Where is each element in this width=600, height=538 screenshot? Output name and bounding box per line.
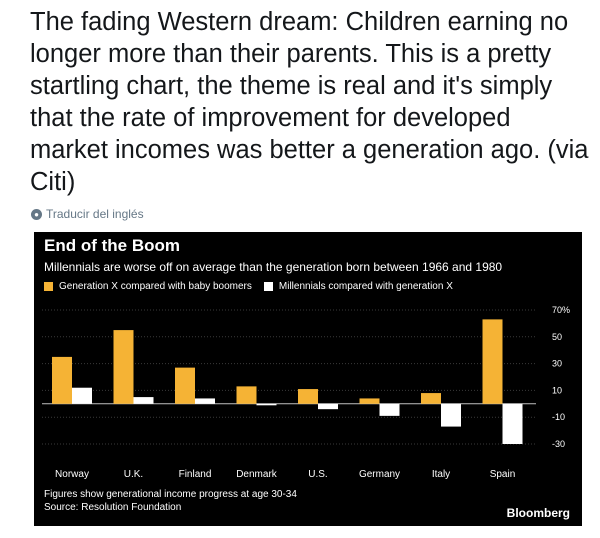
- bar-millennials: [502, 403, 523, 444]
- footnote-line: Figures show generational income progres…: [44, 489, 297, 500]
- bar-millennials: [318, 403, 338, 410]
- bar-genx: [482, 319, 503, 404]
- chart-footnote: Figures show generational income progres…: [44, 488, 297, 514]
- bar-millennials: [441, 403, 461, 427]
- legend-item-genx: Generation X compared with baby boomers: [44, 281, 252, 292]
- x-tick-label: Finland: [179, 469, 212, 480]
- globe-icon: ●: [31, 208, 42, 220]
- x-tick-label: U.K.: [124, 469, 143, 480]
- chart-title: End of the Boom: [44, 236, 180, 255]
- legend-label-genx: Generation X compared with baby boomers: [59, 281, 252, 292]
- translate-label: Traducir del inglés: [46, 207, 144, 221]
- legend-item-millennials: Millennials compared with generation X: [263, 281, 453, 292]
- legend-swatch-millennials: [263, 282, 273, 291]
- x-tick-label: Norway: [55, 469, 89, 480]
- chart-legend: Generation X compared with baby boomers …: [44, 281, 465, 292]
- chart-subtitle: Millennials are worse off on average tha…: [44, 260, 503, 274]
- y-tick-label: 10: [552, 385, 562, 395]
- plot-area: -30 -10 10 30 50 70% Norway U.K. Finland Denmark U…: [42, 305, 570, 480]
- bar-millennials: [379, 403, 400, 416]
- y-tick-label: 50: [552, 332, 562, 342]
- bar-genx: [359, 398, 380, 404]
- x-tick-label: U.S.: [308, 469, 327, 480]
- y-tick-label: -30: [552, 439, 565, 449]
- bar-genx: [421, 393, 441, 404]
- tweet-text: The fading Western dream: Children earni…: [30, 8, 589, 196]
- bar-genx: [52, 356, 72, 404]
- bloomberg-logo: Bloomberg: [506, 506, 570, 520]
- translate-link[interactable]: ● Traducir del inglés: [31, 207, 144, 221]
- bar-millennials: [133, 397, 154, 404]
- bar-genx: [298, 389, 318, 404]
- chart-image[interactable]: End of the Boom Millennials are worse of…: [34, 232, 582, 526]
- source-line: Source: Resolution Foundation: [44, 502, 182, 513]
- legend-swatch-genx: [44, 282, 53, 291]
- x-tick-label: Denmark: [236, 469, 278, 480]
- y-tick-label: -10: [552, 412, 565, 422]
- x-tick-label: Germany: [359, 469, 400, 480]
- legend-label-millennials: Millennials compared with generation X: [278, 281, 453, 292]
- x-tick-label: Italy: [432, 469, 450, 480]
- y-tick-label: 70%: [552, 305, 570, 315]
- bar-millennials: [195, 398, 215, 404]
- bar-genx: [175, 367, 195, 404]
- y-tick-label: 30: [552, 359, 562, 369]
- x-tick-label: Spain: [490, 469, 516, 480]
- bar-genx: [236, 386, 257, 404]
- bar-millennials: [256, 403, 277, 406]
- bar-millennials: [72, 387, 92, 404]
- bar-genx: [113, 330, 134, 404]
